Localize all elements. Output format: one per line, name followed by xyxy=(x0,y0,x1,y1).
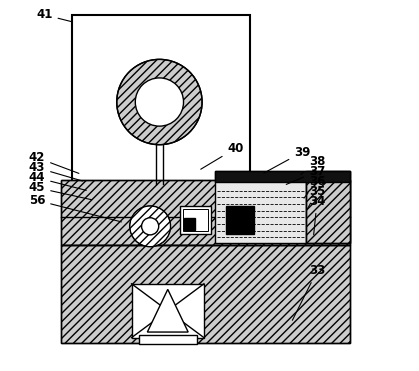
Text: 44: 44 xyxy=(29,171,86,190)
Bar xyxy=(183,209,208,231)
Text: 34: 34 xyxy=(309,195,325,235)
Bar xyxy=(61,180,350,245)
Text: 43: 43 xyxy=(29,161,83,181)
Text: 45: 45 xyxy=(29,181,92,200)
Circle shape xyxy=(142,218,159,235)
Bar xyxy=(215,171,306,243)
Bar xyxy=(72,15,250,186)
Text: 39: 39 xyxy=(264,145,310,173)
Bar xyxy=(180,206,211,234)
Bar xyxy=(139,335,197,344)
Bar xyxy=(306,171,350,243)
Bar xyxy=(306,171,350,243)
Text: 41: 41 xyxy=(36,8,71,22)
Bar xyxy=(132,284,204,338)
Text: 35: 35 xyxy=(307,185,325,209)
Polygon shape xyxy=(147,289,188,332)
Text: 33: 33 xyxy=(292,264,325,320)
Circle shape xyxy=(135,78,184,126)
Text: 38: 38 xyxy=(301,155,325,174)
Bar xyxy=(226,206,254,234)
Circle shape xyxy=(130,206,171,247)
Bar xyxy=(61,245,350,343)
Bar xyxy=(215,171,350,182)
Text: 42: 42 xyxy=(29,151,79,173)
Text: 40: 40 xyxy=(201,142,244,169)
Text: 56: 56 xyxy=(29,194,122,222)
Bar xyxy=(61,245,350,343)
Text: 36: 36 xyxy=(304,175,325,198)
Circle shape xyxy=(117,59,202,145)
Bar xyxy=(184,218,195,230)
Bar xyxy=(61,180,350,245)
Text: 37: 37 xyxy=(286,165,325,184)
